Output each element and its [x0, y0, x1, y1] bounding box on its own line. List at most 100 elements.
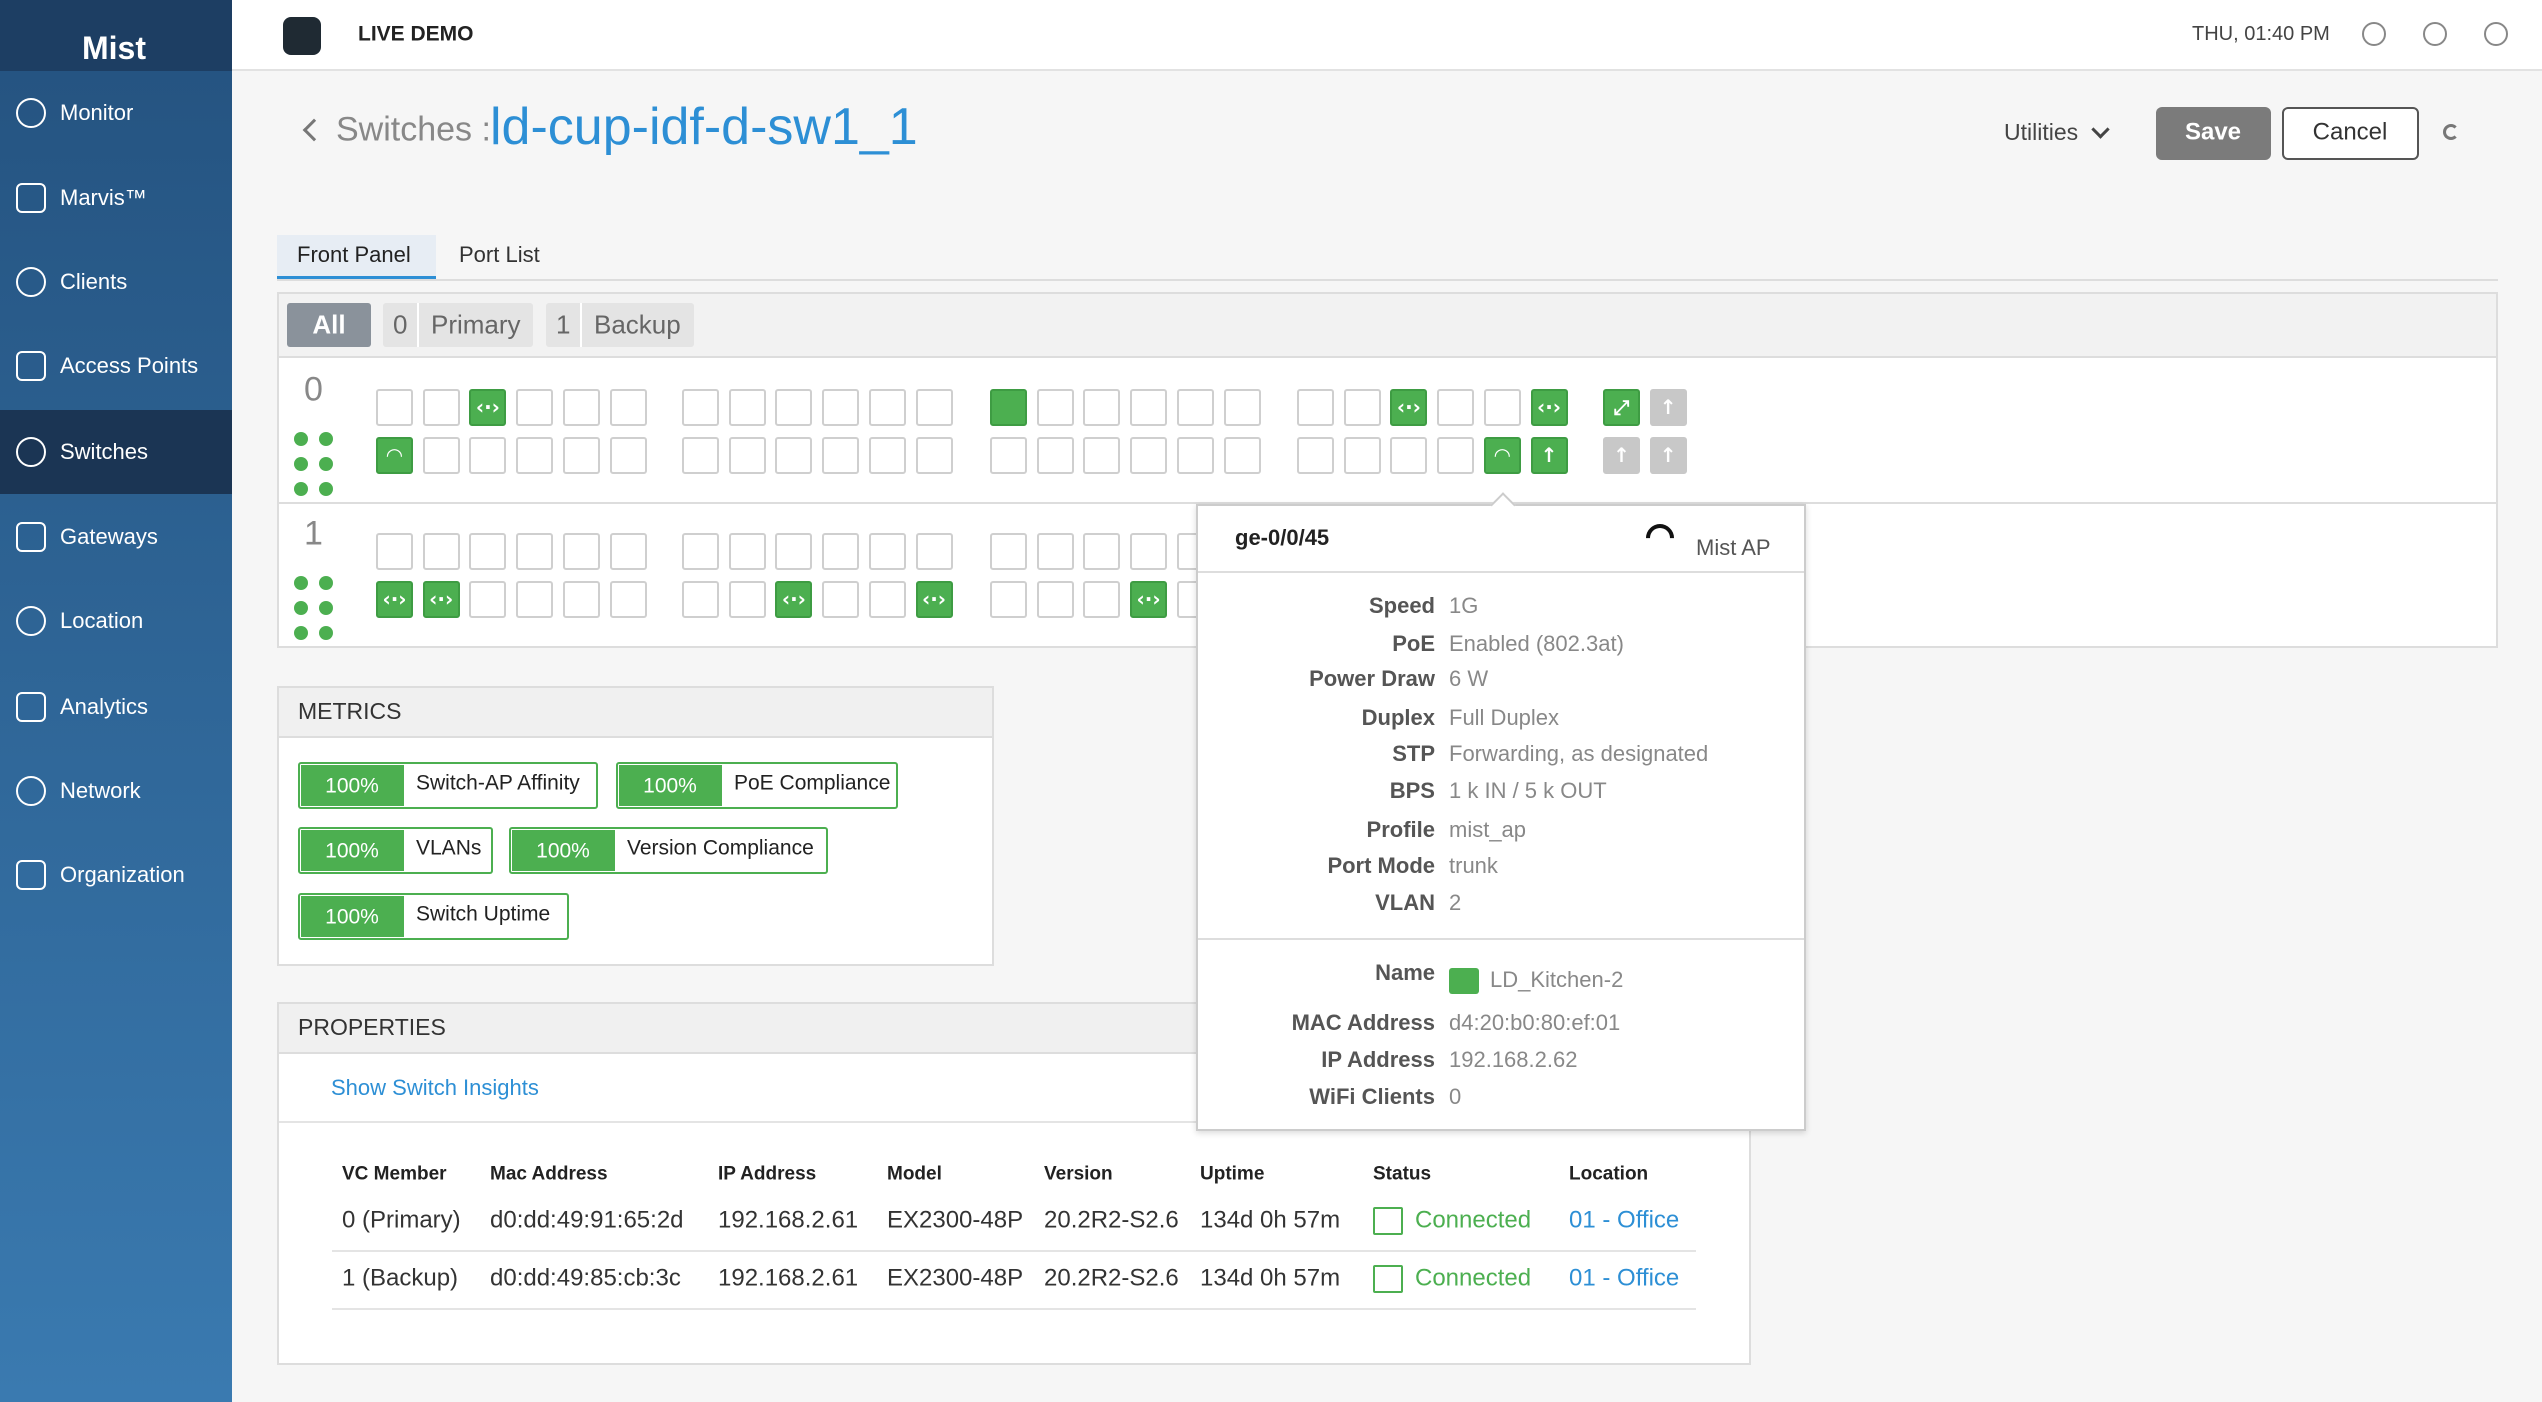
port[interactable]	[516, 581, 554, 618]
port[interactable]	[1083, 533, 1121, 570]
port[interactable]: ‹·›	[469, 389, 507, 426]
save-button[interactable]	[2156, 107, 2271, 160]
port[interactable]: ‹·›	[1130, 581, 1168, 618]
port[interactable]	[775, 533, 813, 570]
utilities-chevron[interactable]	[2091, 120, 2110, 139]
port[interactable]	[1176, 389, 1214, 426]
port[interactable]	[422, 437, 460, 474]
port[interactable]: ‹·›	[775, 581, 813, 618]
port[interactable]	[1297, 389, 1334, 426]
port[interactable]	[822, 581, 860, 618]
port[interactable]: ◠	[376, 437, 413, 474]
port[interactable]	[469, 581, 507, 618]
port[interactable]	[376, 533, 413, 570]
port[interactable]	[1083, 437, 1121, 474]
port[interactable]: ‹·›	[1530, 389, 1568, 426]
filter-member[interactable]	[383, 303, 533, 347]
port[interactable]	[422, 389, 460, 426]
nav-item[interactable]: Location	[60, 607, 144, 633]
nav-item[interactable]: Monitor	[60, 99, 134, 125]
port[interactable]	[1130, 389, 1168, 426]
port[interactable]	[1130, 533, 1168, 570]
port[interactable]	[822, 389, 860, 426]
filter-member[interactable]	[546, 303, 694, 347]
port[interactable]	[775, 437, 813, 474]
port[interactable]	[1343, 389, 1381, 426]
nav-item[interactable]: Organization	[60, 861, 185, 887]
port[interactable]	[1223, 389, 1261, 426]
port[interactable]	[868, 533, 906, 570]
port[interactable]	[775, 389, 813, 426]
insights-link[interactable]: Show Switch Insights	[331, 1074, 539, 1100]
port[interactable]	[915, 533, 953, 570]
port[interactable]	[1036, 437, 1074, 474]
port[interactable]: ‹·›	[376, 581, 413, 618]
port[interactable]	[1130, 437, 1168, 474]
header-icon[interactable]	[2423, 22, 2447, 46]
port[interactable]	[682, 533, 719, 570]
port[interactable]	[728, 389, 766, 426]
port[interactable]	[682, 437, 719, 474]
header-icon[interactable]	[2484, 22, 2508, 46]
port[interactable]: ‹·›	[1390, 389, 1428, 426]
port[interactable]	[868, 581, 906, 618]
port[interactable]	[469, 533, 507, 570]
port[interactable]	[1437, 389, 1475, 426]
port[interactable]: ↑	[1649, 437, 1687, 474]
tab[interactable]: Port List	[459, 241, 540, 267]
port[interactable]	[1036, 389, 1074, 426]
port[interactable]	[516, 389, 554, 426]
port[interactable]	[1437, 437, 1475, 474]
breadcrumb[interactable]: Switches :	[336, 110, 491, 149]
port[interactable]	[868, 437, 906, 474]
nav-item[interactable]: Clients	[60, 268, 128, 294]
port[interactable]: ⤢	[1603, 389, 1640, 426]
port[interactable]	[868, 389, 906, 426]
port[interactable]	[728, 437, 766, 474]
port[interactable]	[609, 437, 647, 474]
nav-item[interactable]: Access Points	[60, 352, 199, 378]
port[interactable]: ‹·›	[915, 581, 953, 618]
port[interactable]	[609, 533, 647, 570]
port[interactable]	[682, 581, 719, 618]
nav-item[interactable]: Gateways	[60, 523, 158, 549]
port[interactable]	[915, 437, 953, 474]
port[interactable]	[376, 389, 413, 426]
back-chevron[interactable]	[302, 118, 326, 142]
utilities[interactable]: Utilities	[2004, 119, 2079, 146]
port[interactable]: ↑	[1649, 389, 1687, 426]
port[interactable]	[469, 437, 507, 474]
port[interactable]	[609, 389, 647, 426]
port[interactable]	[990, 581, 1027, 618]
port[interactable]	[1176, 437, 1214, 474]
port[interactable]	[990, 533, 1027, 570]
port[interactable]	[682, 389, 719, 426]
refresh-icon[interactable]	[2443, 124, 2459, 140]
port[interactable]	[728, 581, 766, 618]
port[interactable]	[562, 389, 600, 426]
port[interactable]	[822, 533, 860, 570]
port[interactable]: ↑	[1603, 437, 1640, 474]
port[interactable]	[990, 437, 1027, 474]
port[interactable]	[1036, 533, 1074, 570]
port[interactable]	[1223, 437, 1261, 474]
cell[interactable]: 01 - Office	[1569, 1264, 1680, 1292]
nav-item[interactable]: Network	[60, 777, 141, 803]
port[interactable]	[1297, 437, 1334, 474]
header-icon[interactable]	[2362, 22, 2386, 46]
port[interactable]	[1083, 581, 1121, 618]
port[interactable]	[422, 533, 460, 570]
nav-item[interactable]: Analytics	[60, 693, 149, 719]
nav-item[interactable]: Switches	[60, 438, 149, 464]
port[interactable]	[990, 389, 1027, 426]
port[interactable]	[915, 389, 953, 426]
port[interactable]	[562, 437, 600, 474]
port[interactable]	[1083, 389, 1121, 426]
tab-active-bg[interactable]	[277, 235, 436, 279]
port[interactable]	[822, 437, 860, 474]
nav-item[interactable]: Marvis™	[60, 184, 147, 210]
port[interactable]	[1483, 389, 1521, 426]
port[interactable]	[1343, 437, 1381, 474]
port[interactable]: ‹·›	[422, 581, 460, 618]
port[interactable]	[1390, 437, 1428, 474]
